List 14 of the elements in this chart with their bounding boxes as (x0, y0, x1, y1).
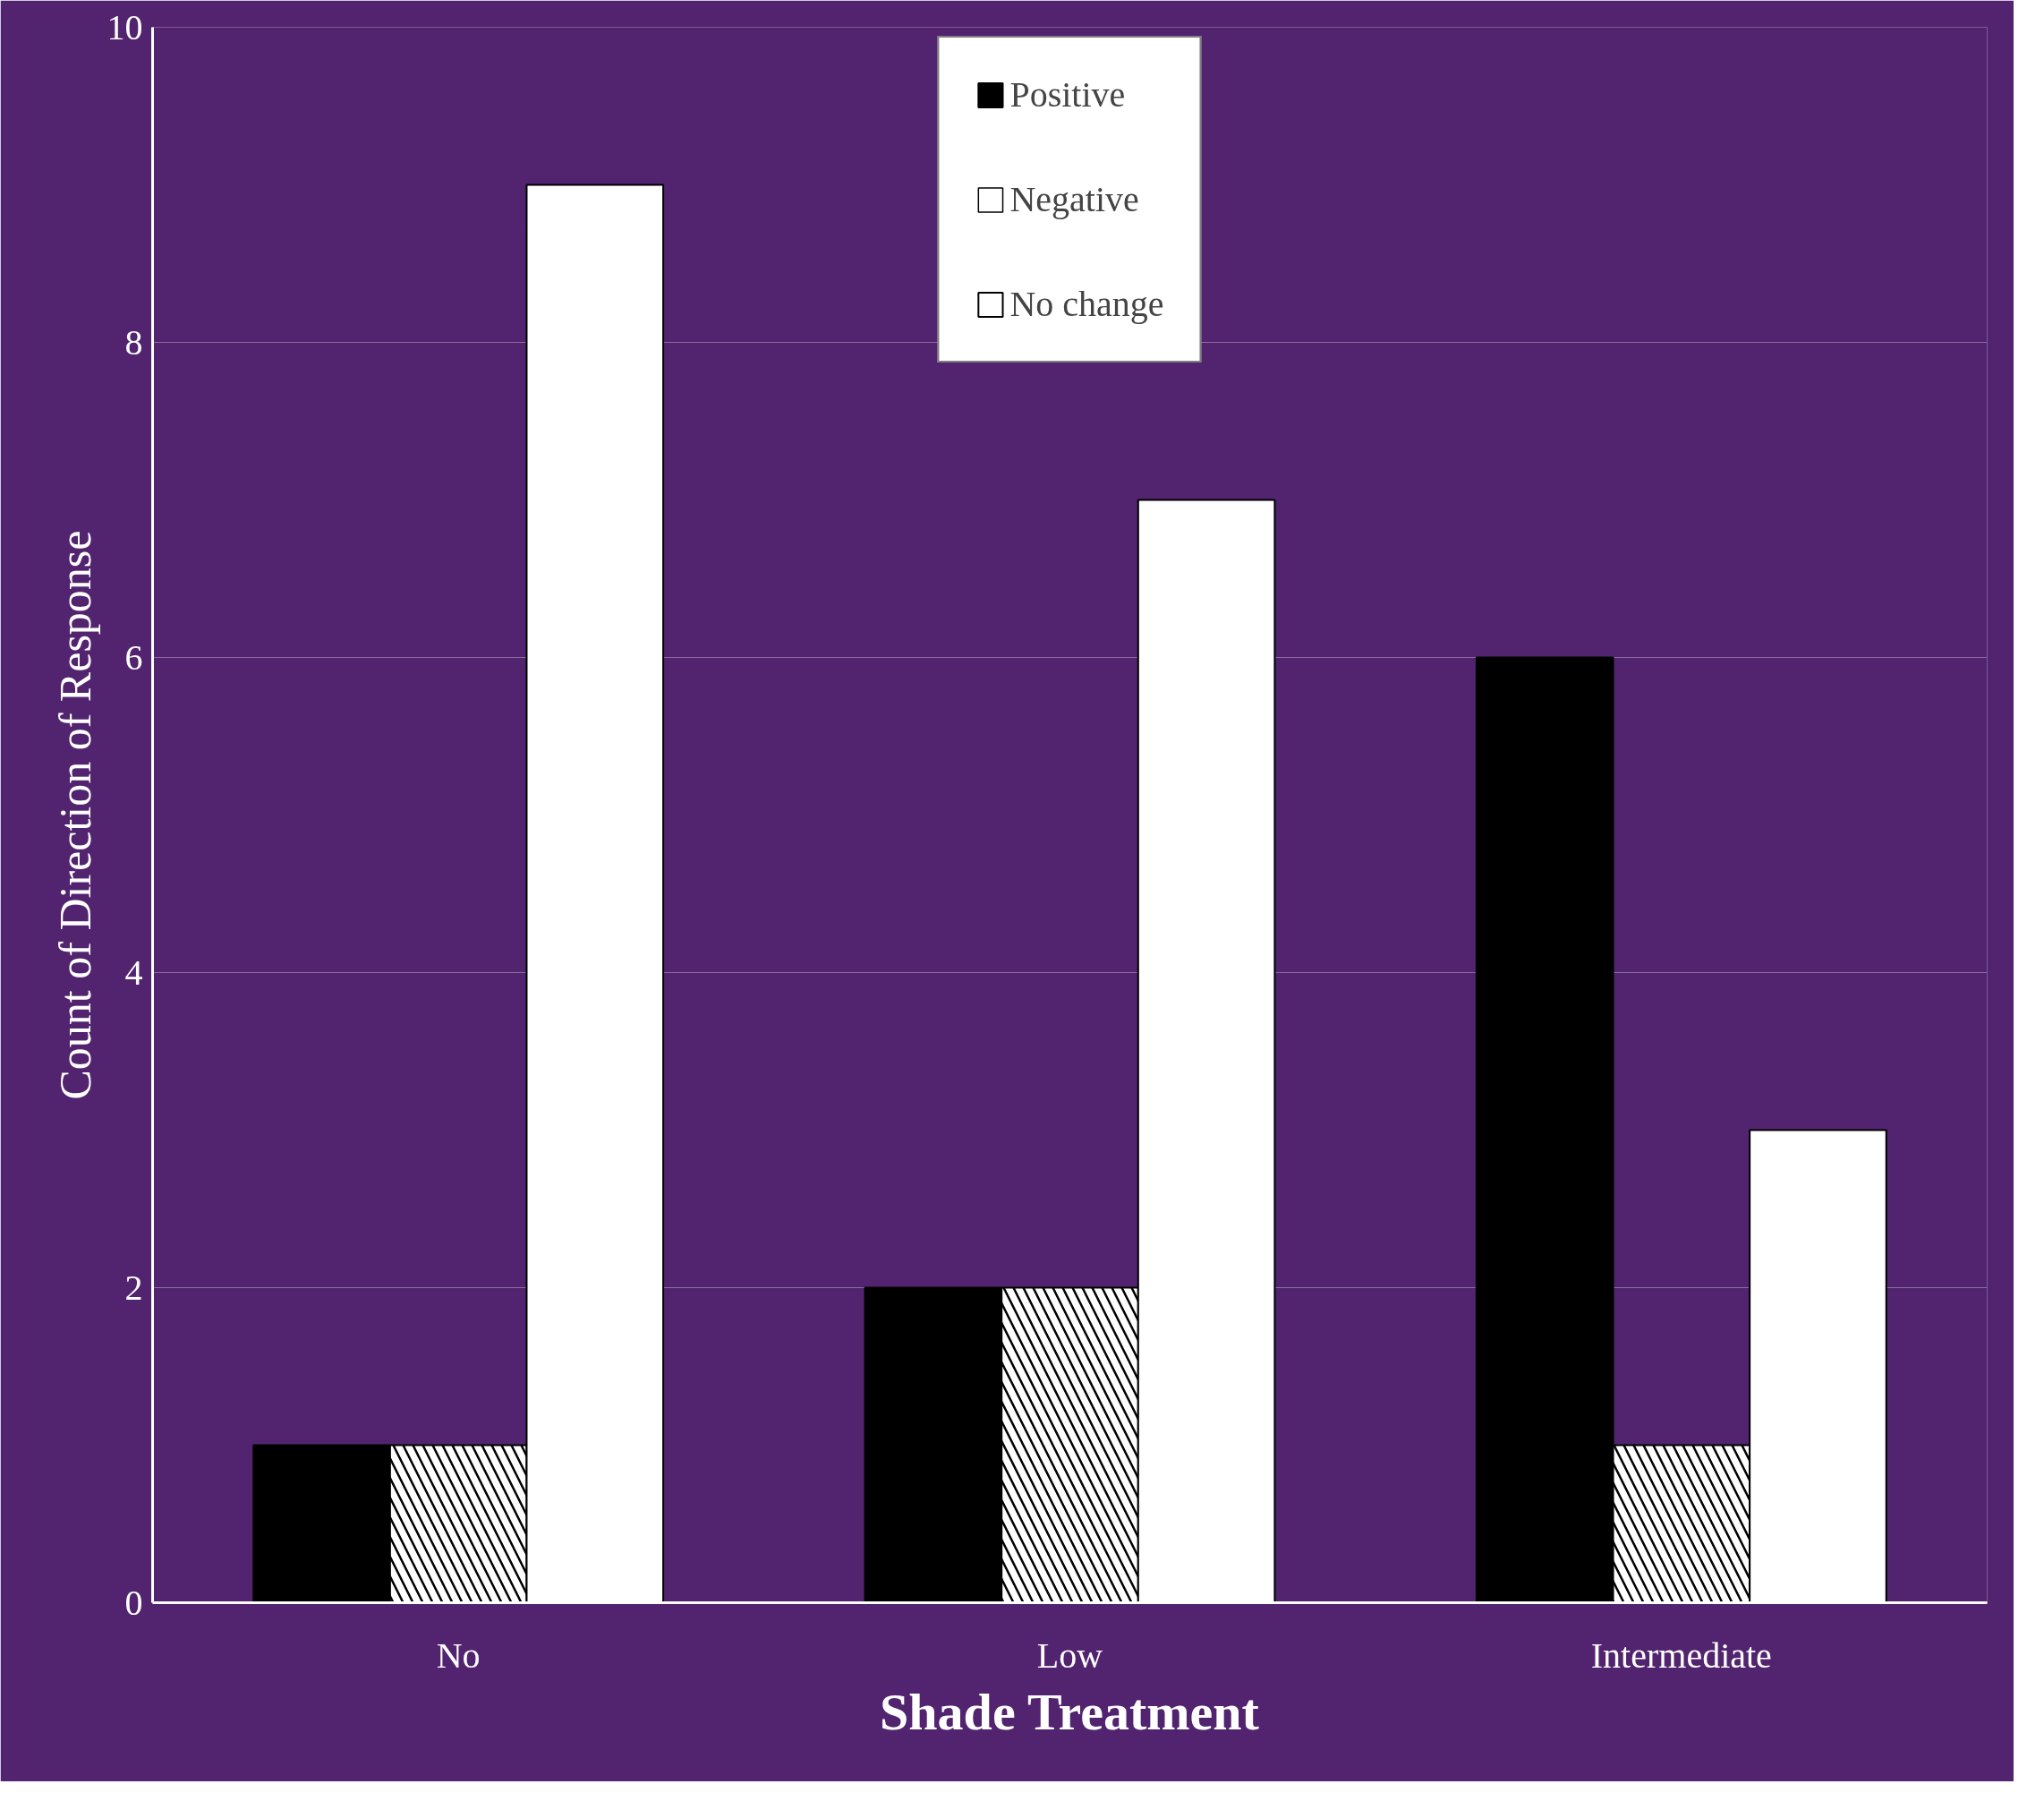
legend-label: Negative (1009, 178, 1139, 220)
y-tick-label: 2 (124, 1267, 143, 1308)
y-axis-title: Count of Direction of Response (49, 530, 100, 1100)
x-tick-label: Intermediate (1590, 1635, 1772, 1676)
legend-label: Positive (1009, 73, 1126, 115)
y-tick-label: 10 (106, 6, 143, 47)
legend-label: No change (1009, 283, 1164, 325)
y-tick-label: 6 (124, 636, 143, 678)
x-axis-title: Shade Treatment (880, 1682, 1260, 1741)
x-tick-label: No (436, 1635, 481, 1676)
y-tick-label: 0 (124, 1582, 143, 1623)
y-tick-label: 8 (124, 321, 143, 363)
x-tick-label: Low (1036, 1635, 1103, 1676)
y-tick-label: 4 (124, 952, 143, 993)
